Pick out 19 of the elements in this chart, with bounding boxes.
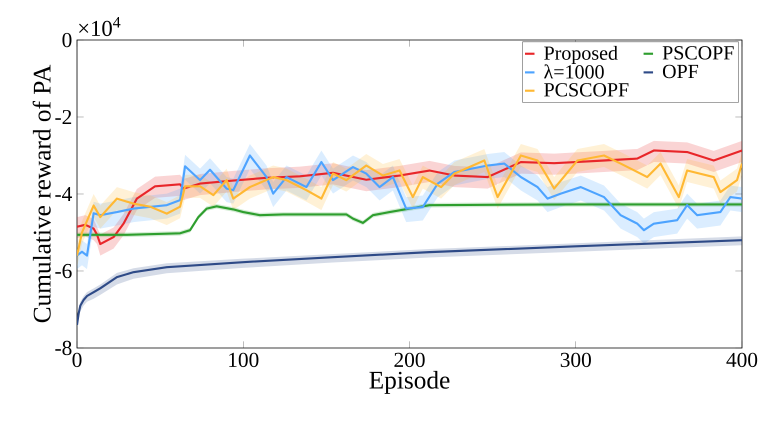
legend-label: λ=1000 (544, 64, 604, 79)
x-tick-label: 400 (726, 352, 758, 368)
legend-label: PCSCOPF (544, 83, 628, 97)
legend-label: Proposed (544, 46, 618, 64)
y-tick-label: 0 (62, 32, 72, 48)
x-tick-label: 200 (394, 352, 425, 368)
x-tick-label: 300 (560, 352, 591, 368)
y-tick-label: -2 (55, 110, 72, 124)
x-axis-title: Episode (369, 370, 450, 394)
y-tick-label: -6 (55, 264, 72, 278)
y-axis-title: Cumulative reward of PA (32, 64, 51, 322)
line-series (77, 149, 742, 246)
y-tick-label: -8 (55, 340, 72, 356)
y-tick-label: -4 (55, 186, 72, 202)
legend-label: OPF (662, 64, 698, 78)
text: ×10$^{4}$ (79, 17, 120, 36)
x-tick-label: 100 (229, 352, 258, 368)
legend-label: PSCOPF (662, 46, 734, 60)
x-tick-label: 0 (72, 352, 82, 368)
